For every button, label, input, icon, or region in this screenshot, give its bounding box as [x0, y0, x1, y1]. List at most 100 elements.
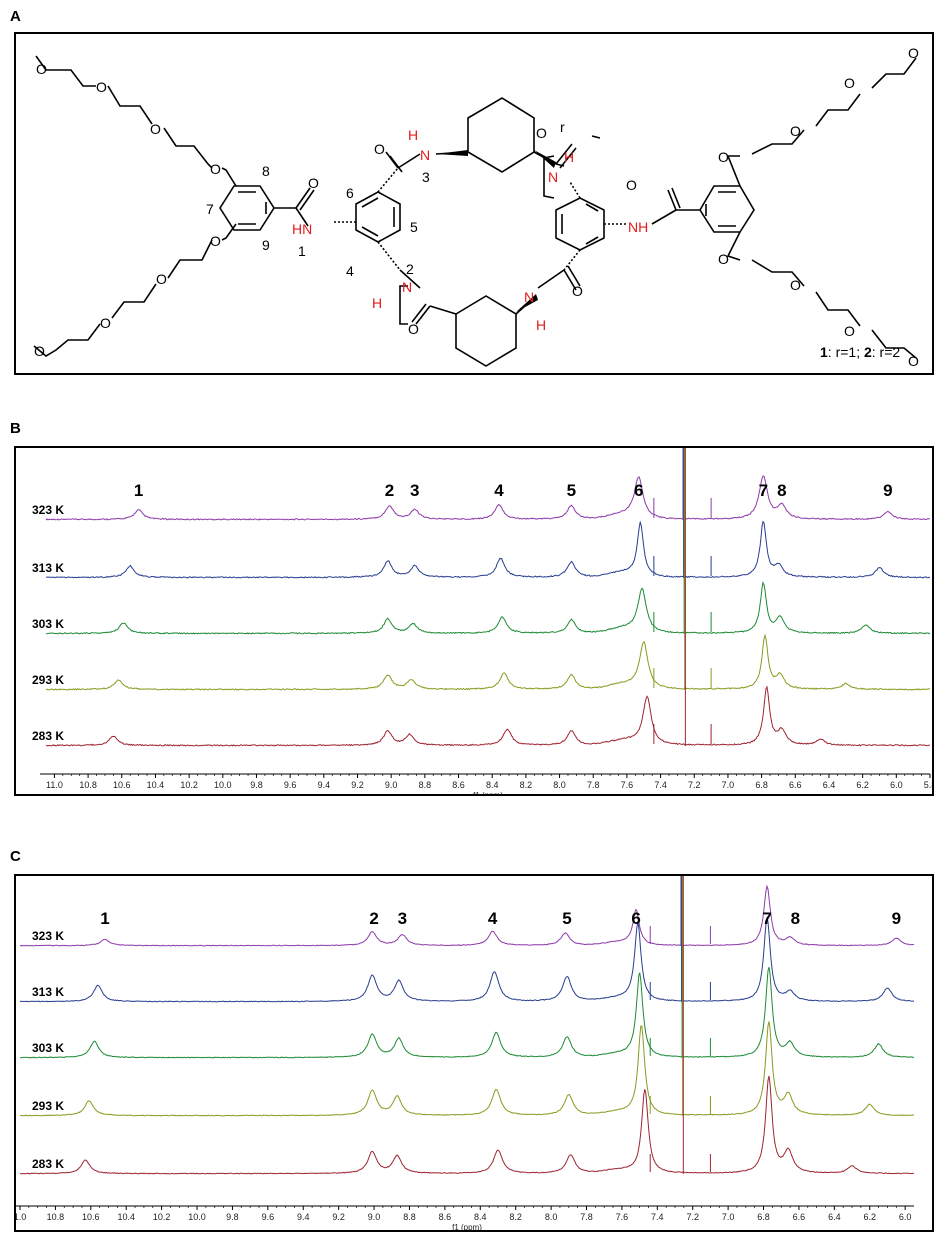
x-tick-label: 6.8 — [755, 780, 768, 790]
left-peg-chain-bottom-4 — [33, 323, 101, 357]
compound-1-text: : r=1; — [828, 344, 864, 360]
x-tick-label: 7.4 — [654, 780, 667, 790]
x-tick-label: 7.8 — [580, 1212, 593, 1222]
atom-h: H — [564, 149, 574, 165]
peak-label: 4 — [488, 909, 498, 928]
peak-label: 8 — [791, 909, 800, 928]
proton-number: 4 — [346, 263, 354, 279]
top-cyclohexane — [467, 97, 535, 173]
atom-o: O — [844, 75, 855, 91]
x-tick-label: 6.4 — [828, 1212, 841, 1222]
temperature-label: 283 K — [32, 1157, 64, 1171]
spectrum-trace — [45, 475, 931, 521]
x-tick-label: 10.0 — [188, 1212, 206, 1222]
x-tick-label: 10.4 — [117, 1212, 135, 1222]
temperature-label: 303 K — [32, 617, 64, 631]
peak-label: 6 — [634, 481, 643, 500]
atom-o: O — [718, 251, 729, 267]
x-tick-label: 9.8 — [226, 1212, 239, 1222]
atom-o: O — [790, 123, 801, 139]
x-tick-label: 9.6 — [262, 1212, 275, 1222]
atom-h: H — [408, 127, 418, 143]
temperature-label: 293 K — [32, 1099, 64, 1113]
nmr-spectrum-c: 1.0 10.8 10.6 10.4 10.2 10.0 9.8 9.6 9.4 9.2 9.0 8.… — [16, 876, 915, 1230]
x-tick-label: 5.8 — [924, 780, 932, 790]
x-tick-label: 8.4 — [474, 1212, 487, 1222]
x-tick-label: 7.6 — [621, 780, 634, 790]
atom-o: O — [36, 61, 47, 77]
proton-number: 9 — [262, 237, 270, 253]
temperature-label: 313 K — [32, 985, 64, 999]
proton-number: 7 — [206, 201, 214, 217]
peak-label: 4 — [494, 481, 504, 500]
peak-label: 1 — [100, 909, 109, 928]
x-tick-label: 7.2 — [686, 1212, 699, 1222]
atom-o: O — [718, 149, 729, 165]
peak-label: 7 — [759, 481, 768, 500]
temperature-label: 283 K — [32, 729, 64, 743]
spectrum-trace — [19, 1021, 915, 1117]
left-peg-chain-bottom-2 — [167, 239, 213, 279]
x-tick-label: 6.0 — [899, 1212, 912, 1222]
peak-label: 1 — [134, 481, 143, 500]
atom-o: O — [150, 121, 161, 137]
x-tick-label: 7.8 — [587, 780, 600, 790]
peak-label: 9 — [892, 909, 901, 928]
atom-o: O — [790, 277, 801, 293]
proton-number: 3 — [422, 169, 430, 185]
right-benzene-ring — [699, 185, 755, 233]
proton-number: 5 — [410, 219, 418, 235]
x-tick-label: 6.6 — [789, 780, 802, 790]
left-benzene-ring — [219, 185, 275, 231]
proton-number: 6 — [346, 185, 354, 201]
x-tick-label: 7.4 — [651, 1212, 664, 1222]
peak-label: 5 — [567, 481, 576, 500]
x-tick-label: 1.0 — [16, 1212, 26, 1222]
atom-o: O — [536, 125, 547, 141]
wedge-bond — [436, 150, 468, 156]
x-tick-label: 8.2 — [509, 1212, 522, 1222]
x-tick-label: 10.8 — [79, 780, 97, 790]
atom-o: O — [408, 321, 419, 337]
left-peg-chain-top-4 — [221, 167, 237, 187]
peak-label: 8 — [777, 481, 786, 500]
atom-o: O — [210, 233, 221, 249]
atom-o: O — [210, 161, 221, 177]
atom-o: O — [908, 45, 919, 61]
x-tick-label: 7.2 — [688, 780, 701, 790]
x-tick-label: 10.2 — [153, 1212, 171, 1222]
x-tick-label: 10.0 — [214, 780, 232, 790]
panel-c-letter: C — [10, 848, 21, 865]
x-tick-label: 6.4 — [823, 780, 836, 790]
atom-h: H — [372, 295, 382, 311]
atom-hn: HN — [292, 221, 312, 237]
x-tick-label: 8.6 — [452, 780, 465, 790]
x-tick-label: 7.0 — [722, 1212, 735, 1222]
proton-number: 1 — [298, 243, 306, 259]
atom-o: O — [96, 79, 107, 95]
x-tick-label: 7.0 — [722, 780, 735, 790]
compound-2-label: 2 — [864, 344, 872, 360]
peak-label: 9 — [883, 481, 892, 500]
x-tick-label: 8.4 — [486, 780, 499, 790]
x-tick-label: 8.2 — [520, 780, 533, 790]
atom-o: O — [156, 271, 167, 287]
spectrum-trace — [19, 917, 915, 1003]
temperature-label: 323 K — [32, 503, 64, 517]
x-tick-label: 9.0 — [385, 780, 398, 790]
compound-caption: 1: r=1; 2: r=2 — [820, 344, 900, 360]
x-tick-label: 9.6 — [284, 780, 297, 790]
x-tick-label: 9.2 — [332, 1212, 345, 1222]
peak-label: 2 — [385, 481, 394, 500]
temperature-label: 313 K — [32, 561, 64, 575]
peak-label: 5 — [562, 909, 571, 928]
left-peg-chain-top — [35, 55, 96, 87]
spectrum-trace — [45, 580, 931, 635]
peak-label: 7 — [762, 909, 771, 928]
panel-a-letter: A — [10, 8, 21, 25]
x-tick-label: 9.2 — [351, 780, 364, 790]
panel-b-frame: 11.0 10.8 10.6 10.4 10.2 10.0 9.8 9.6 9.4 9.2 9.0 8… — [14, 446, 934, 796]
x-tick-label: 10.2 — [180, 780, 198, 790]
wedge-bond — [516, 294, 538, 312]
atom-o: O — [34, 343, 45, 359]
